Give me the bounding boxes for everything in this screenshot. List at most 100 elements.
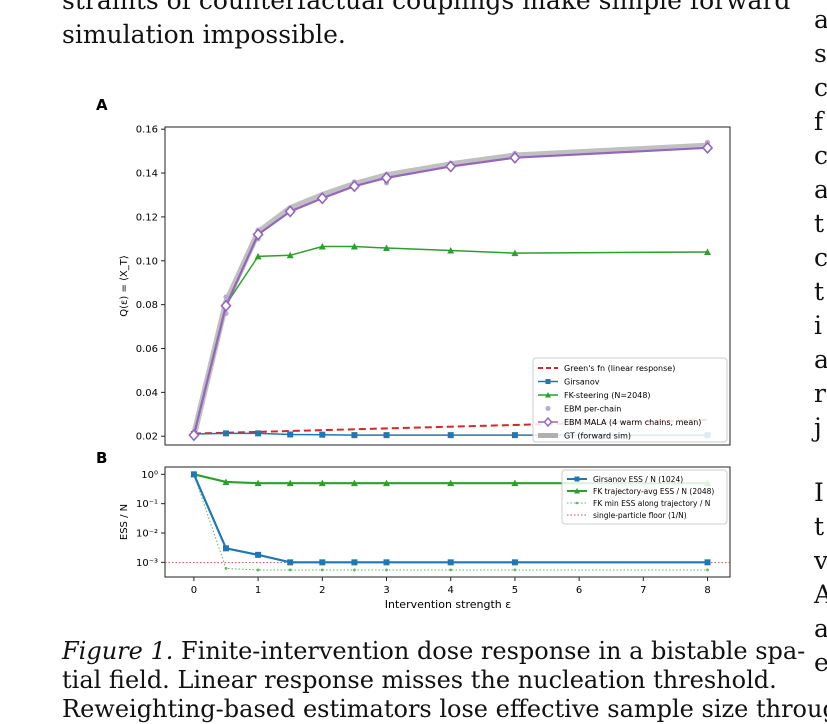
- right-column-letter: t: [814, 277, 825, 306]
- fk-traj-avg-point: [222, 478, 230, 485]
- b-ytick-label: 10⁻²: [136, 529, 158, 540]
- girsanov-ess-point: [190, 471, 197, 478]
- legend-label: GT (forward sim): [564, 432, 631, 441]
- series-greens-fn: [193, 418, 708, 435]
- panel-a-ylabel: Q(ε) = ⟨X_T⟩: [119, 255, 130, 317]
- girsanov-ess-point: [447, 559, 454, 566]
- legend-marker: [575, 501, 579, 505]
- girsanov-point: [222, 430, 229, 437]
- b-xtick-label: 8: [704, 585, 710, 596]
- legend-marker: [543, 416, 553, 428]
- fk-traj-avg-point: [350, 479, 358, 487]
- fk-traj-avg-point: [447, 479, 455, 487]
- fk-traj-avg-point: [254, 479, 262, 487]
- caption-line-1: Finite-intervention dose response in a b…: [181, 637, 806, 665]
- b-xtick-label: 6: [576, 585, 582, 596]
- fk-traj-avg-point: [318, 479, 326, 487]
- a-ytick-label: 0.08: [136, 300, 158, 311]
- b-xtick-label: 4: [448, 585, 454, 596]
- body-text-line: simulation impossible.: [62, 20, 346, 49]
- girsanov-point: [447, 432, 454, 439]
- right-column-letter: a: [814, 5, 827, 34]
- girsanov-point: [383, 432, 390, 439]
- legend-swatch: [545, 406, 551, 411]
- girsanov-ess-point: [287, 559, 294, 566]
- series-ebm-mala: [192, 146, 708, 436]
- b-xtick-label: 3: [383, 585, 389, 596]
- right-column-letter: c: [814, 73, 827, 102]
- fk-min-ess-point: [353, 568, 356, 572]
- legend-label: FK min ESS along trajectory / N: [593, 499, 710, 508]
- ebm-mala-point: [348, 180, 360, 193]
- girsanov-point: [319, 431, 326, 438]
- fk-min-ess-point: [224, 567, 228, 570]
- right-column-letter: a: [814, 175, 827, 204]
- ebm-mala-point: [252, 228, 264, 241]
- fk-min-ess-point: [706, 568, 709, 572]
- fk-steering-point: [286, 251, 294, 259]
- right-column-letter: a: [814, 345, 827, 374]
- fk-steering-point: [254, 252, 262, 260]
- fk-steering-point: [704, 248, 712, 256]
- ebm-mala-point: [445, 160, 457, 173]
- panel-a-frame: [164, 126, 731, 446]
- legend-marker: [574, 488, 580, 494]
- ebm-mala-point: [220, 299, 232, 312]
- series-gt-forward-sim: [190, 142, 708, 436]
- girsanov-ess-point: [222, 545, 229, 552]
- girsanov-point: [351, 432, 358, 439]
- girsanov-ess-point: [511, 559, 518, 566]
- right-column-letter: t: [814, 209, 825, 238]
- a-ytick-label: 0.06: [136, 344, 158, 355]
- b-xtick-label: 5: [512, 585, 518, 596]
- legend-label: Girsanov: [564, 378, 600, 387]
- fk-traj-avg-point: [511, 479, 519, 487]
- right-column-letter: I: [814, 478, 824, 507]
- ebm-per-chain-point: [223, 294, 229, 300]
- right-column-letter: i: [814, 311, 822, 340]
- right-column-letter: j: [814, 413, 822, 442]
- right-column-letter: t: [814, 512, 825, 541]
- legend-label: Green's fn (linear response): [564, 364, 675, 373]
- ebm-mala-point: [316, 192, 328, 205]
- b-xtick-label: 2: [319, 585, 325, 596]
- fk-min-ess-point: [320, 568, 324, 572]
- ebm-mala-point: [701, 141, 714, 155]
- a-ytick-label: 0.10: [136, 256, 158, 267]
- a-ytick-label: 0.16: [136, 125, 158, 136]
- b-xtick-label: 7: [640, 585, 646, 596]
- right-column-letter: f: [814, 107, 824, 136]
- legend-label: Girsanov ESS / N (1024): [593, 475, 683, 484]
- legend-label: EBM MALA (4 warm chains, mean): [564, 418, 701, 427]
- ebm-mala-point: [284, 205, 296, 218]
- ebm-mala-point: [509, 151, 521, 164]
- figure-1: A B 0.02 0.04 0.06 0.08 0.10 0.12 0.14 0.16 Q(ε…: [96, 96, 731, 611]
- series-fk-traj-avg-ess: [193, 473, 708, 485]
- b-ytick-label: 10⁰: [141, 470, 158, 481]
- fk-min-ess-point: [288, 568, 292, 572]
- a-ytick-label: 0.04: [136, 388, 158, 399]
- panel-b-legend: Girsanov ESS / N (1024) FK trajectory-avg…: [561, 469, 728, 525]
- girsanov-point: [287, 431, 294, 438]
- right-column-letter: A: [814, 580, 827, 609]
- right-column-letter: a: [814, 614, 827, 643]
- panel-a-plot: 0.02 0.04 0.06 0.08 0.10 0.12 0.14 0.16 Q(ε) = …: [119, 125, 731, 446]
- b-ytick-label: 10⁻³: [136, 558, 158, 569]
- panel-b-frame: [164, 466, 731, 578]
- legend-label: single-particle floor (1/N): [593, 511, 687, 520]
- fk-min-ess-point: [256, 568, 260, 572]
- fk-steering-point: [447, 246, 455, 254]
- legend-marker: [545, 392, 551, 398]
- b-xtick-label: 1: [255, 585, 261, 596]
- panel-b-label: B: [96, 449, 107, 467]
- girsanov-ess-point: [383, 559, 390, 566]
- fk-steering-point: [318, 243, 326, 250]
- girsanov-ess-point: [704, 559, 711, 566]
- fk-steering-point: [383, 244, 391, 252]
- a-ytick-label: 0.02: [136, 432, 158, 443]
- fk-traj-avg-point: [286, 479, 294, 487]
- fk-steering-point: [511, 249, 519, 257]
- fk-min-ess-point: [513, 568, 517, 572]
- b-ytick-label: 10⁻¹: [136, 499, 158, 510]
- girsanov-ess-point: [255, 551, 262, 558]
